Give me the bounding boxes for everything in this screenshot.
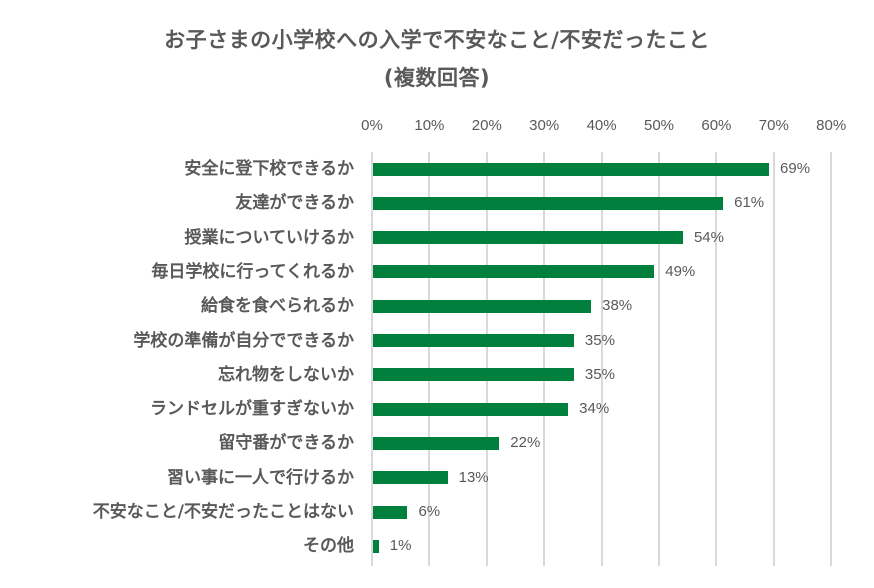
category-label: 給食を食べられるか [201,296,354,317]
bar [373,505,408,519]
x-tick-label: 10% [414,117,445,134]
category-label: 友達ができるか [235,193,354,214]
category-label: 学校の準備が自分でできるか [133,330,354,351]
value-label: 69% [780,160,811,177]
bar [373,162,770,176]
gridline [715,152,718,566]
category-label: 不安なこと/不安だったことはない [92,502,354,522]
bar [373,265,655,279]
chart-subtitle: (複数回答) [383,66,491,90]
gridline [428,152,431,566]
value-label: 35% [584,365,615,383]
category-label: その他 [303,536,354,557]
x-tick-label: 50% [643,117,675,134]
bar [373,471,448,485]
chart-title: お子さまの小学校への入学で不安なこと/不安だったこと [164,28,710,52]
value-label: 35% [584,331,615,349]
x-tick-label: 60% [701,117,732,134]
value-label: 1% [389,537,412,555]
bar [373,299,592,313]
category-label: 毎日学校に行ってくれるか [151,261,354,282]
gridline [485,152,488,566]
value-label: 61% [734,194,765,212]
value-label: 49% [665,262,696,280]
value-label: 34% [579,400,610,418]
value-label: 6% [418,503,441,520]
gridline [600,152,603,566]
bar [373,334,574,347]
bar [373,539,379,553]
category-label: 忘れ物をしないか [218,364,354,385]
value-label: 38% [602,297,633,315]
value-label: 13% [458,468,489,486]
gridline [543,152,546,566]
category-label: ランドセルが重すぎないか [150,399,354,420]
bar [373,196,724,210]
value-label: 54% [693,228,724,246]
category-label: 習い事に一人で行けるか [167,467,354,488]
category-label: 安全に登下校できるか [184,159,354,179]
gridline [772,152,775,566]
y-axis-line [371,152,373,566]
x-tick-label: 40% [586,117,617,134]
x-tick-label: 80% [816,117,847,134]
value-label: 22% [510,434,541,452]
gridline [830,152,833,566]
category-label: 留守番ができるか [218,433,354,454]
category-label: 授業についていけるか [184,227,355,248]
x-tick-label: 70% [758,117,789,134]
bar [373,368,574,382]
bar [373,231,683,245]
gridline [658,152,660,566]
x-tick-label: 0% [361,117,383,134]
bar [373,402,569,416]
x-tick-label: 20% [471,117,502,134]
x-tick-label: 30% [529,117,560,134]
bar [373,436,500,450]
